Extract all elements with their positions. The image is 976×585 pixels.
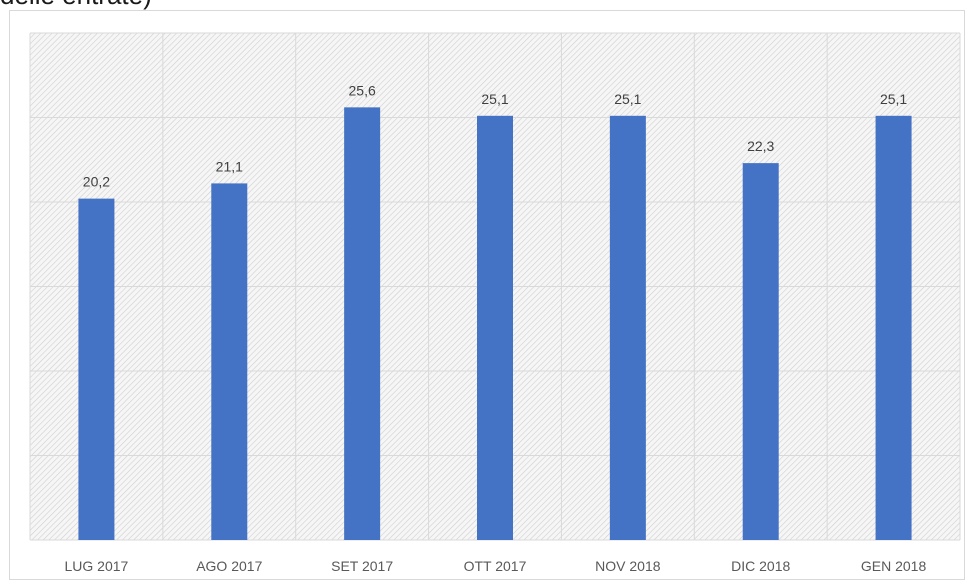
chart-title-fragment: delle entrate) (0, 0, 152, 11)
bar (609, 115, 646, 540)
data-label: 25,1 (880, 91, 907, 107)
data-label: 20,2 (83, 174, 110, 190)
bar (477, 115, 513, 540)
bar (875, 115, 912, 540)
bar (742, 163, 779, 540)
data-label: 22,3 (747, 138, 774, 154)
bars-group (78, 107, 912, 541)
x-tick-label: LUG 2017 (65, 558, 129, 574)
x-tick-label: SET 2017 (331, 558, 393, 574)
bar (78, 198, 115, 540)
x-axis-tick-labels: LUG 2017 AGO 2017 SET 2017 OTT 2017 NOV 2018… (65, 558, 927, 574)
x-tick-label: DIC 2018 (731, 558, 790, 574)
data-label: 25,1 (481, 91, 508, 107)
bar (344, 107, 381, 541)
x-tick-label: AGO 2017 (196, 558, 262, 574)
data-label: 25,1 (614, 91, 641, 107)
bar (211, 183, 248, 540)
x-tick-label: GEN 2018 (861, 558, 927, 574)
data-label: 25,6 (349, 82, 376, 98)
x-tick-label: OTT 2017 (464, 558, 527, 574)
data-labels-group: 20,2 21,1 25,6 25,1 25,1 22,3 25,1 (83, 82, 908, 189)
x-tick-label: NOV 2018 (595, 558, 661, 574)
data-label: 21,1 (216, 158, 243, 174)
